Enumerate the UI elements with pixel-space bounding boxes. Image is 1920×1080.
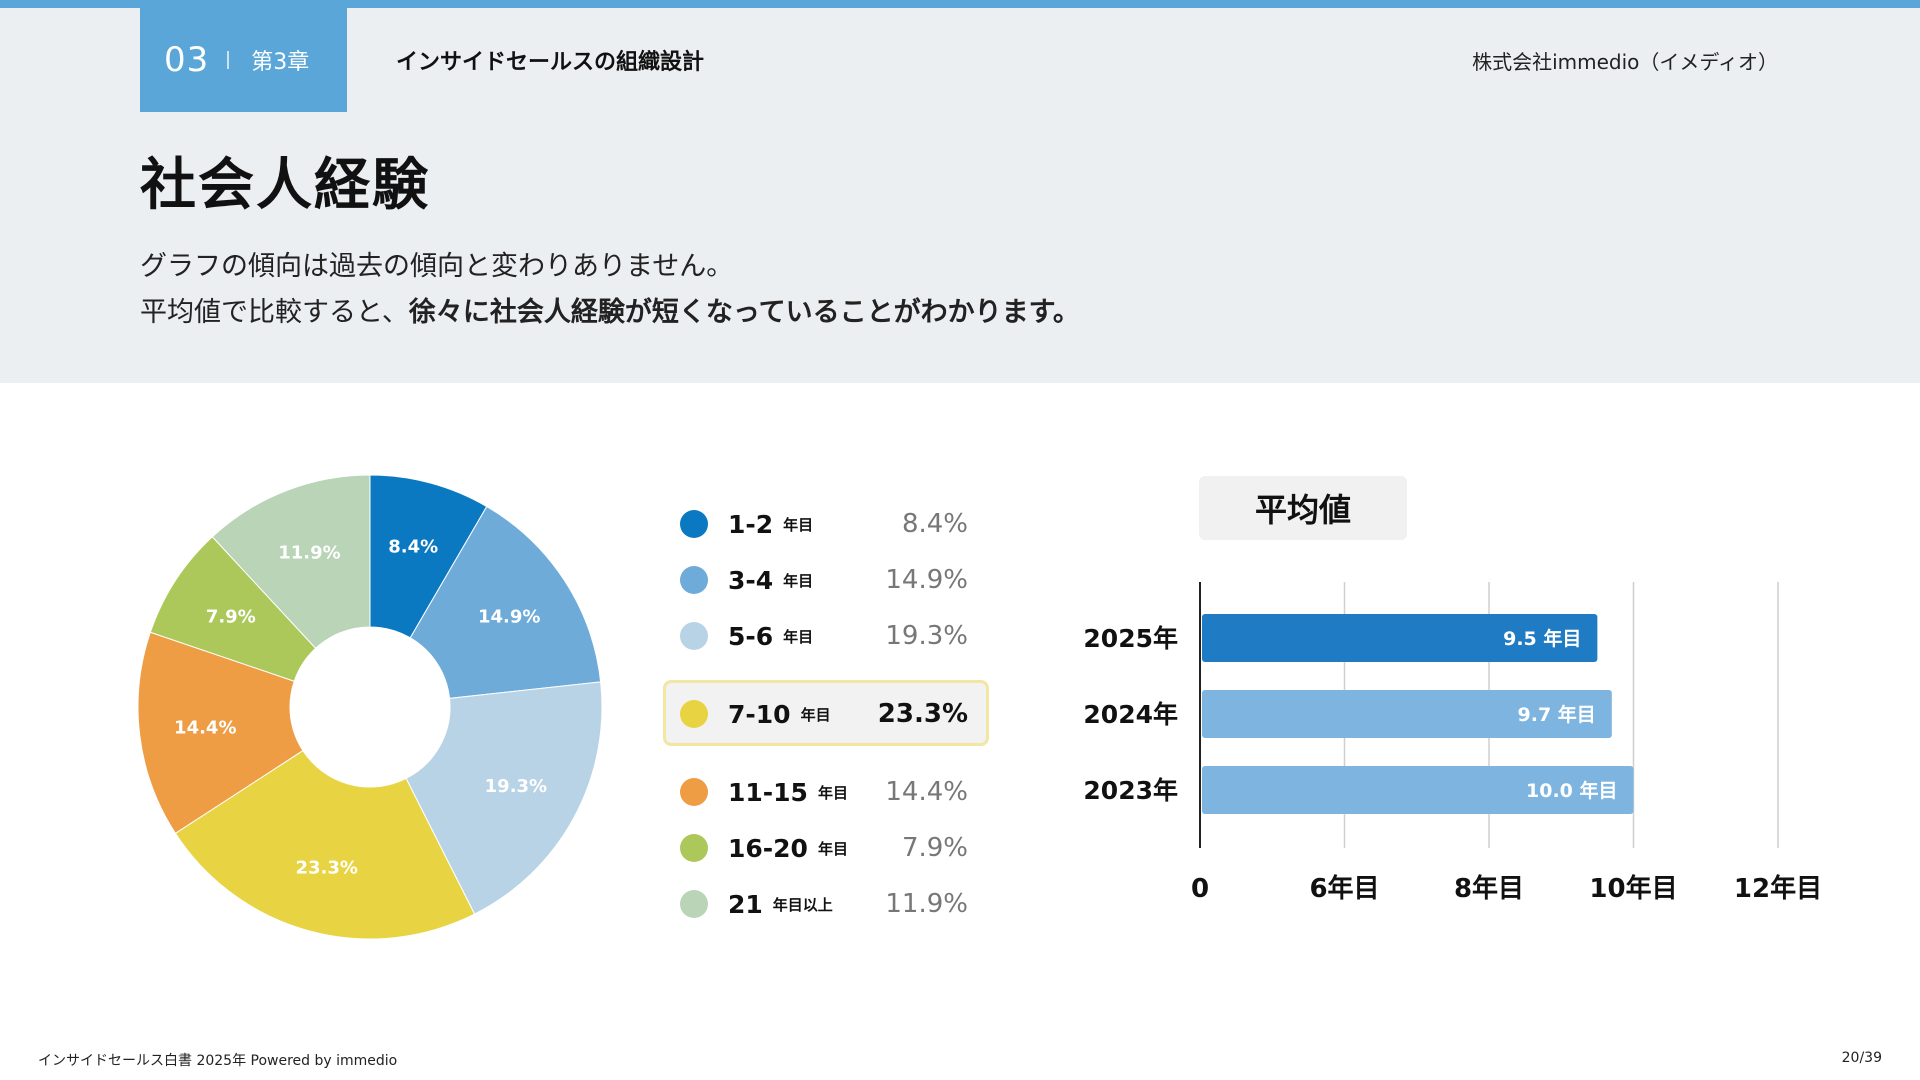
bar-category-label: 2024年 — [1083, 700, 1178, 729]
donut-slice-4 — [174, 749, 476, 939]
legend-item-5: 11-15 年目 14.4% — [662, 764, 990, 820]
bar-data-label: 10.0 年目 — [1526, 779, 1618, 802]
legend-item-3: 5-6 年目 19.3% — [662, 608, 990, 664]
legend-unit: 年目 — [783, 515, 814, 534]
bar-x-tick-label: 12年目 — [1734, 873, 1822, 904]
description-line-2-bold: 徐々に社会人経験が短くなっていることがわかります。 — [408, 297, 1080, 328]
legend-highlight-box — [663, 680, 989, 746]
donut-data-label-4: 23.3% — [296, 857, 358, 878]
average-bar-chart: 0 6年目 8年目 10年目 12年目 9.5 年目 2025年 9.7 年目 2024年 10.… — [1083, 582, 1822, 904]
donut-slice-3 — [405, 681, 602, 915]
bar-category-label: 2023年 — [1083, 776, 1178, 805]
donut-legend: 1-2 年目 8.4% 3-4 年目 14.9% 5-6 年目 19.3% 7-10 年目 23.3%… — [662, 496, 990, 932]
legend-unit: 年目 — [817, 839, 848, 858]
legend-swatch — [680, 622, 708, 650]
legend-percent: 14.4% — [885, 777, 968, 807]
legend-label: 16-20 — [728, 833, 808, 863]
bar-data-label: 9.7 年目 — [1518, 703, 1596, 726]
legend-unit: 年目以上 — [772, 895, 833, 914]
legend-item-4: 7-10 年目 23.3% — [662, 664, 990, 764]
legend-unit: 年目 — [783, 627, 814, 646]
donut-chart: 8.4% 14.9% 19.3% 23.3% 14.4% 7.9% 11.9% — [138, 475, 602, 939]
donut-data-label-5: 14.4% — [174, 718, 236, 739]
top-accent-bar — [0, 0, 1920, 8]
page-number: 20/39 — [1841, 1050, 1882, 1066]
legend-label: 5-6 — [728, 621, 774, 651]
section-title: インサイドセールスの組織設計 — [396, 50, 705, 75]
legend-item-7: 21 年目以上 11.9% — [662, 876, 990, 932]
legend-label: 11-15 — [728, 777, 808, 807]
legend-label: 3-4 — [728, 565, 774, 595]
description-line-1: グラフの傾向は過去の傾向と変わりありません。 — [140, 251, 734, 282]
donut-slice-7 — [211, 475, 371, 650]
legend-swatch — [680, 510, 708, 538]
legend-swatch — [680, 700, 708, 728]
description: グラフの傾向は過去の傾向と変わりありません。 平均値で比較すると、徐々に社会人経… — [140, 244, 1080, 336]
donut-slice-5 — [138, 631, 304, 835]
legend-unit: 年目 — [800, 705, 831, 724]
bar-2 — [1202, 690, 1612, 738]
page-title: 社会人経験 — [140, 153, 430, 218]
description-line-2-prefix: 平均値で比較すると、 — [140, 297, 409, 328]
bar-1 — [1202, 614, 1598, 662]
legend-item-1: 1-2 年目 8.4% — [662, 496, 990, 552]
bar-x-tick-label: 0 — [1191, 874, 1209, 904]
legend-unit: 年目 — [783, 571, 814, 590]
bar-x-tick-label: 10年目 — [1589, 873, 1677, 904]
legend-percent: 11.9% — [885, 889, 968, 919]
legend-swatch — [680, 834, 708, 862]
legend-unit: 年目 — [817, 783, 848, 802]
legend-label: 21 — [728, 889, 763, 919]
average-title-box: 平均値 — [1199, 476, 1407, 540]
chapter-number: 03 — [164, 40, 210, 80]
average-title: 平均値 — [1254, 491, 1351, 529]
donut-data-label-2: 14.9% — [478, 607, 540, 628]
chapter-badge: 03 第3章 — [140, 8, 347, 112]
donut-data-label-3: 19.3% — [485, 776, 547, 797]
bar-x-tick-label: 6年目 — [1309, 873, 1379, 904]
legend-percent: 7.9% — [901, 833, 968, 863]
bar-category-label: 2025年 — [1083, 624, 1178, 653]
donut-data-label-7: 11.9% — [278, 542, 340, 563]
legend-swatch — [680, 778, 708, 806]
legend-percent: 23.3% — [877, 699, 968, 729]
legend-swatch — [680, 890, 708, 918]
legend-label: 7-10 — [728, 699, 791, 729]
bar-data-label: 9.5 年目 — [1503, 627, 1581, 650]
donut-data-label-1: 8.4% — [388, 537, 438, 558]
legend-item-6: 16-20 年目 7.9% — [662, 820, 990, 876]
legend-label: 1-2 — [728, 509, 774, 539]
donut-slice-2 — [409, 505, 602, 699]
bar-x-tick-label: 8年目 — [1454, 873, 1524, 904]
footer-source: インサイドセールス白書 2025年 Powered by immedio — [38, 1053, 398, 1069]
legend-percent: 8.4% — [901, 509, 968, 539]
legend-item-2: 3-4 年目 14.9% — [662, 552, 990, 608]
legend-percent: 14.9% — [885, 565, 968, 595]
chapter-separator — [227, 51, 230, 69]
donut-data-label-6: 7.9% — [206, 607, 256, 628]
description-line-2: 平均値で比較すると、徐々に社会人経験が短くなっていることがわかります。 — [140, 290, 1080, 336]
legend-percent: 19.3% — [885, 621, 968, 651]
legend-swatch — [680, 566, 708, 594]
company-name: 株式会社immedio（イメディオ） — [1472, 50, 1778, 74]
bar-3 — [1202, 766, 1634, 814]
chapter-label: 第3章 — [251, 50, 310, 75]
